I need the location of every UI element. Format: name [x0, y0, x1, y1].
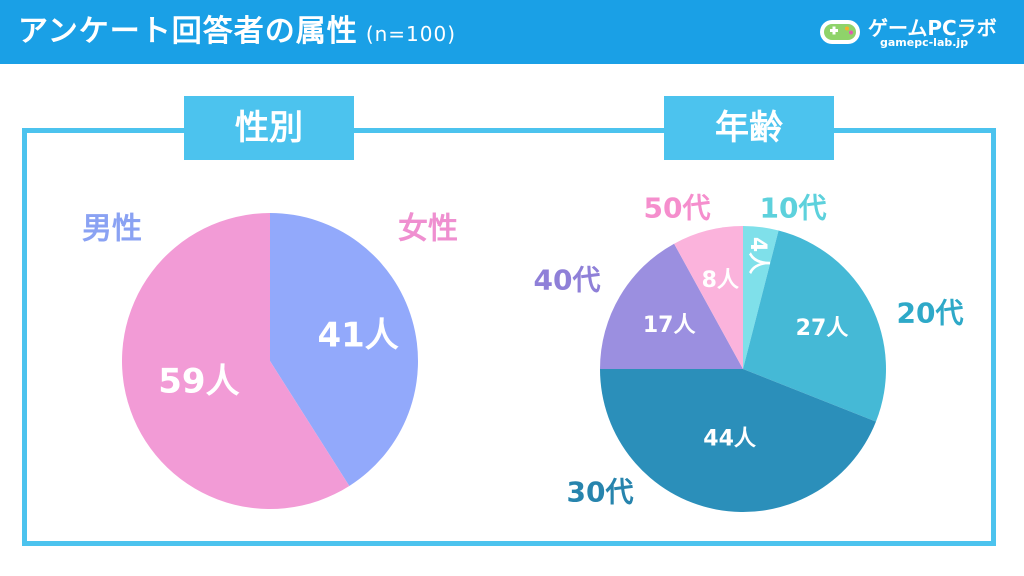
logo-text: ゲームPCラボ	[868, 16, 997, 40]
slice-category-label: 50代	[644, 192, 711, 225]
pie-slice	[674, 226, 743, 369]
chart-frame	[22, 128, 996, 546]
pie-chart-1: 4人 10代 27人 20代 44人 30代 17人 40代 8人 50代	[534, 192, 964, 512]
slice-category-label: 女性	[398, 212, 458, 247]
slice-data-label: 41人	[317, 315, 398, 355]
pie-slice	[743, 226, 779, 369]
gamepad-icon	[820, 20, 860, 44]
pie-slice	[600, 243, 743, 369]
page-title: アンケート回答者の属性 (n=100)	[18, 0, 456, 64]
pie-slice	[270, 213, 419, 486]
pie-slice	[122, 213, 350, 510]
slice-category-label: 40代	[534, 264, 601, 297]
pie-slice	[600, 369, 876, 512]
gender-section-title: 性別	[184, 96, 354, 160]
slice-data-label: 44人	[703, 427, 756, 452]
pie-chart-0: 41人 男性 59人 女性	[82, 212, 458, 510]
slice-category-label: 10代	[760, 192, 827, 225]
title-text: アンケート回答者の属性	[18, 14, 358, 49]
slice-data-label: 4人	[745, 237, 770, 274]
header-bar: アンケート回答者の属性 (n=100) ゲームPCラボ gamepc-lab.jp	[0, 0, 1024, 64]
slice-data-label: 27人	[796, 316, 849, 341]
slice-category-label: 男性	[82, 212, 142, 247]
pie-slice	[743, 230, 886, 422]
logo-url: gamepc-lab.jp	[880, 36, 969, 49]
site-logo[interactable]: ゲームPCラボ gamepc-lab.jp	[818, 10, 1008, 54]
slice-data-label: 17人	[643, 313, 696, 338]
age-section-title: 年齢	[664, 96, 834, 160]
slice-category-label: 30代	[567, 476, 634, 509]
slice-data-label: 59人	[158, 362, 239, 402]
sample-size: (n=100)	[365, 22, 457, 46]
slice-data-label: 8人	[702, 268, 739, 293]
slice-category-label: 20代	[897, 297, 964, 330]
